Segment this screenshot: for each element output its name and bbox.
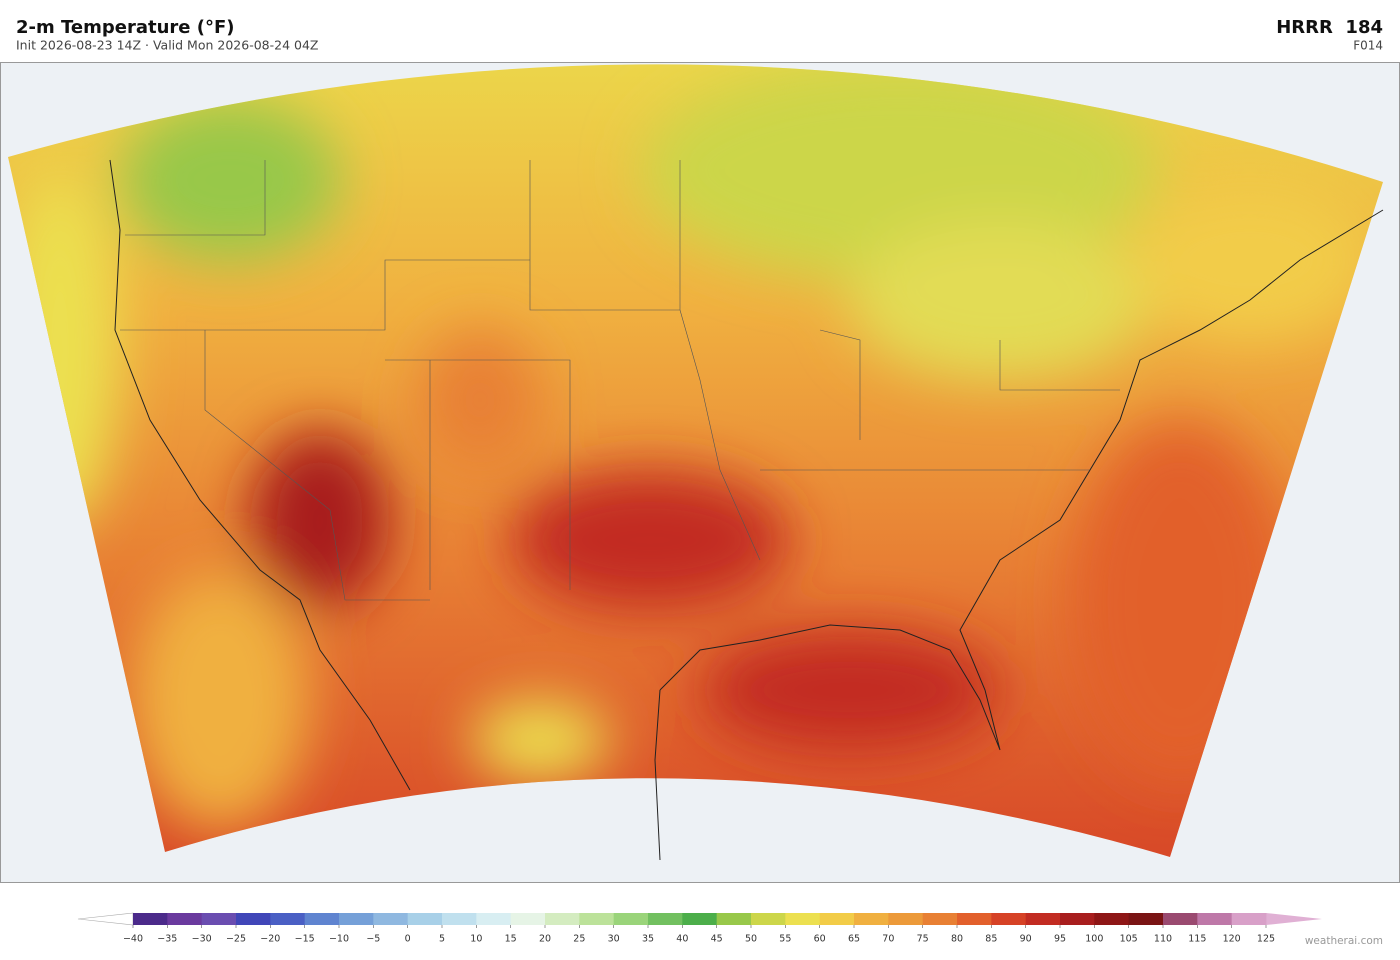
colorbar-tick-label: −10: [329, 934, 349, 945]
colorbar-tick-label: 70: [882, 934, 894, 945]
colorbar-segment: [339, 913, 374, 925]
colorbar-tick-label: 105: [1120, 934, 1138, 945]
colorbar-segment: [613, 913, 649, 925]
colorbar-tick-label: −35: [157, 934, 177, 945]
colorbar-tick-label: 30: [608, 934, 620, 945]
colorbar-tick-label: 90: [1020, 934, 1032, 945]
coastlines: [109, 159, 1384, 861]
colorbar-segment: [304, 913, 340, 925]
colorbar-segment: [991, 913, 1027, 925]
colorbar-tick-label: 10: [470, 934, 482, 945]
colorbar-tick-label: 100: [1085, 934, 1103, 945]
colorbar-segment: [510, 913, 546, 925]
colorbar-over: [1266, 913, 1322, 925]
state-borders: [120, 160, 1120, 601]
colorbar-tick-label: 75: [917, 934, 929, 945]
forecast-hour: F014: [1353, 39, 1383, 53]
colorbar: −40 −35 −30 −25 −20 −15 −10 −5 0 5 10 15 20 25 30 35 40 4…: [77, 912, 1322, 945]
colorbar-tick-label: 45: [711, 934, 723, 945]
colorbar-segment: [716, 913, 752, 925]
colorbar-tick-label: 60: [814, 934, 826, 945]
colorbar-segment: [682, 913, 718, 925]
colorbar-segment: [888, 913, 924, 925]
colorbar-tick-label: 20: [539, 934, 551, 945]
colorbar-tick-label: −25: [226, 934, 246, 945]
colorbar-tick-label: 110: [1154, 934, 1172, 945]
subtitle: Init 2026-08-23 14Z · Valid Mon 2026-08-…: [16, 38, 318, 53]
colorbar-segment: [167, 913, 203, 925]
colorbar-tick-label: 35: [642, 934, 654, 945]
colorbar-tick-label: −30: [192, 934, 212, 945]
colorbar-segment: [442, 913, 477, 925]
colorbar-tick-label: −15: [295, 934, 315, 945]
colorbar-tick-label: 120: [1223, 934, 1241, 945]
colorbar-tick-label: −20: [260, 934, 280, 945]
colorbar-segment: [1163, 913, 1198, 925]
colorbar-tick-label: 115: [1188, 934, 1206, 945]
colorbar-tick-label: 55: [779, 934, 791, 945]
colorbar-tick-label: 65: [848, 934, 860, 945]
colorbar-tick-label: −40: [123, 934, 143, 945]
colorbar-segment: [1025, 913, 1061, 925]
colorbar-segment: [133, 913, 168, 925]
colorbar-segment: [579, 913, 615, 925]
colorbar-tick-label: 25: [573, 934, 585, 945]
colorbar-segment: [751, 913, 786, 925]
colorbar-tick-label: 15: [505, 934, 517, 945]
colorbar-segment: [922, 913, 958, 925]
colorbar-segment: [407, 913, 443, 925]
colorbar-segment: [1197, 913, 1233, 925]
colorbar-segment: [1128, 913, 1164, 925]
title: 2-m Temperature (°F): [16, 17, 235, 38]
colorbar-tick-label: 0: [405, 934, 411, 945]
colorbar-segment: [270, 913, 306, 925]
colorbar-tick-label: 80: [951, 934, 963, 945]
colorbar-segment: [854, 913, 889, 925]
colorbar-tick-label: 85: [985, 934, 997, 945]
colorbar-segment: [819, 913, 855, 925]
model-label: HRRR 184: [1276, 17, 1383, 38]
colorbar-segment: [236, 913, 271, 925]
colorbar-segment: [1094, 913, 1130, 925]
colorbar-tick-label: 95: [1054, 934, 1066, 945]
colorbar-tick-label: 40: [676, 934, 688, 945]
colorbar-segment: [545, 913, 580, 925]
colorbar-under: [77, 912, 134, 926]
colorbar-segment: [785, 913, 821, 925]
colorbar-tick-label: −5: [366, 934, 380, 945]
colorbar-segment: [648, 913, 683, 925]
colorbar-segment: [201, 913, 237, 925]
colorbar-tick-label: 5: [439, 934, 445, 945]
temperature-field: [8, 64, 1383, 858]
colorbar-tick-label: 50: [745, 934, 757, 945]
colorbar-segment: [373, 913, 409, 925]
colorbar-segment: [476, 913, 512, 925]
colorbar-segment: [1060, 913, 1095, 925]
credit: weatherai.com: [1305, 935, 1383, 947]
colorbar-tick-label: 125: [1257, 934, 1275, 945]
colorbar-segment: [1231, 913, 1267, 925]
colorbar-segment: [957, 913, 992, 925]
